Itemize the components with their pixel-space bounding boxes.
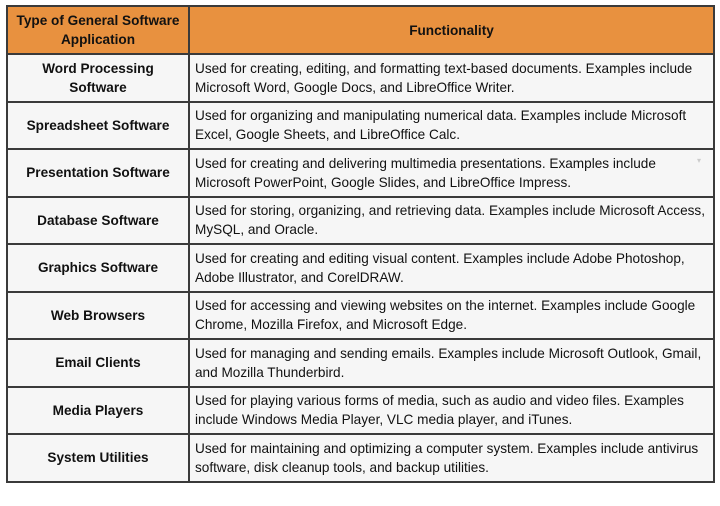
functionality-text: Used for storing, organizing, and retrie… [195,203,706,238]
table-row: Presentation Software Used for creating a… [6,148,715,198]
row-functionality: Used for accessing and viewing websites … [188,290,715,340]
row-functionality: Used for maintaining and optimizing a co… [188,433,715,483]
table-row: Graphics Software Used for creating and e… [6,243,715,293]
table-row: Email Clients Used for managing and sendi… [6,338,715,388]
row-type: Email Clients [6,338,190,388]
header-row: Type of General Software Application Fun… [6,5,715,55]
row-functionality: Used for storing, organizing, and retrie… [188,195,715,245]
table-row: Spreadsheet Software Used for organizing … [6,100,715,150]
row-type: Graphics Software [6,243,190,293]
functionality-text: Used for playing various forms of media,… [195,393,684,428]
table-row: Word Processing Software Used for creatin… [6,53,715,103]
row-functionality: Used for organizing and manipulating num… [188,100,715,150]
row-functionality: Used for playing various forms of media,… [188,385,715,435]
row-functionality: Used for creating and delivering multime… [188,148,715,198]
table-row: Media Players Used for playing various fo… [6,385,715,435]
row-functionality: Used for creating and editing visual con… [188,243,715,293]
row-type: System Utilities [6,433,190,483]
table-row: Web Browsers Used for accessing and viewi… [6,290,715,340]
row-type: Presentation Software [6,148,190,198]
row-type: Word Processing Software [6,53,190,103]
functionality-text: Used for managing and sending emails. Ex… [195,345,702,380]
row-functionality: Used for managing and sending emails. Ex… [188,338,715,388]
row-functionality: Used for creating, editing, and formatti… [188,53,715,103]
table-row: System Utilities Used for maintaining and… [6,433,715,483]
software-table: Type of General Software Application Fun… [6,5,715,483]
functionality-text: Used for organizing and manipulating num… [195,108,687,143]
row-type: Media Players [6,385,190,435]
header-type: Type of General Software Application [6,5,190,55]
functionality-text: Used for accessing and viewing websites … [195,298,696,333]
functionality-text: Used for creating, editing, and formatti… [195,60,693,95]
dropdown-arrow-icon[interactable]: ▾ [697,156,702,165]
table-row: Database Software Used for storing, organ… [6,195,715,245]
functionality-text: Used for creating and editing visual con… [195,250,685,285]
functionality-text: Used for maintaining and optimizing a co… [195,440,699,475]
functionality-text: Used for creating and delivering multime… [195,155,656,190]
row-type: Spreadsheet Software [6,100,190,150]
row-type: Database Software [6,195,190,245]
row-type: Web Browsers [6,290,190,340]
header-functionality: Functionality [188,5,715,55]
